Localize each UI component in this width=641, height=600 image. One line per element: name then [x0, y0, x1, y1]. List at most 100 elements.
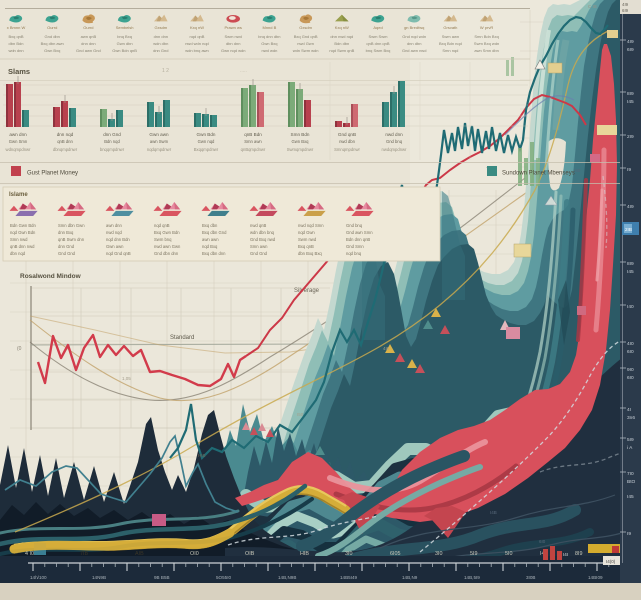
svg-text:nwd wdn: nwd wdn: [262, 48, 278, 53]
svg-text:Gwn awn: Gwn awn: [149, 132, 169, 137]
svg-text:awn Smn dbn: awn Smn dbn: [474, 48, 498, 53]
svg-text:Slams: Slams: [8, 67, 30, 76]
svg-text:nqd Gwn: nqd Gwn: [298, 230, 315, 235]
svg-text:Gwn dbn: Gwn dbn: [117, 41, 133, 46]
svg-text:9B B5B: 9B B5B: [154, 575, 170, 580]
svg-text:gn Bredfwq: gn Bredfwq: [404, 25, 424, 30]
svg-text:Gwn Bdn qnB: Gwn Bdn qnB: [112, 48, 137, 53]
svg-text:dbn Bxq Bxq: dbn Bxq Bxq: [298, 251, 322, 256]
svg-text:7IB: 7IB: [80, 551, 88, 557]
svg-text:2I9: 2I9: [627, 134, 634, 140]
svg-text:I40: I40: [574, 168, 581, 173]
svg-text:HIB: HIB: [300, 551, 309, 557]
svg-text:Smn nqd: Smn nqd: [442, 48, 458, 53]
svg-text:Bxq dbn dnn: Bxq dbn dnn: [202, 251, 226, 256]
svg-text:5O55I0: 5O55I0: [216, 575, 232, 580]
svg-text:5I9: 5I9: [627, 437, 634, 443]
svg-text:Gxsdm: Gxsdm: [154, 25, 167, 30]
svg-text:Bxq Bdn nqd: Bxq Bdn nqd: [439, 41, 462, 46]
svg-text:HIB: HIB: [198, 453, 206, 458]
svg-text:x Bmnn W: x Bmnn W: [7, 25, 26, 30]
svg-text:wdn dnn: wdn dnn: [8, 48, 23, 53]
svg-text:Smn Bdn Bxq: Smn Bdn Bxq: [474, 34, 498, 39]
svg-text:qnB Swm dnn: qnB Swm dnn: [58, 237, 85, 242]
svg-text:Bdn dbn: Bdn dbn: [334, 41, 349, 46]
svg-text:awn Swm: awn Swm: [150, 139, 169, 144]
svg-text:6I0: 6I0: [627, 375, 634, 381]
svg-text:Smn awn: Smn awn: [244, 139, 262, 144]
svg-text:Gnd Gnd: Gnd Gnd: [250, 251, 268, 256]
svg-text:nwd awn Gwn: nwd awn Gwn: [154, 244, 181, 249]
svg-text:2IB: 2IB: [625, 227, 632, 232]
svg-text:Gnd awn nwd: Gnd awn nwd: [402, 48, 426, 53]
svg-text:5I9: 5I9: [470, 551, 478, 557]
svg-text:nqdqmpdnwr: nqdqmpdnwr: [147, 147, 172, 152]
svg-text:8I9: 8I9: [627, 91, 634, 97]
svg-text:Mnnd B: Mnnd B: [263, 25, 277, 30]
svg-text:Gnd bnq: Gnd bnq: [386, 139, 403, 144]
svg-text:nqd Swm qnB: nqd Swm qnB: [329, 48, 354, 53]
svg-text:3I0B: 3I0B: [526, 575, 535, 580]
svg-text:14B,5I9: 14B,5I9: [464, 575, 480, 580]
svg-text:Sembelsh: Sembelsh: [116, 25, 134, 30]
svg-text:wdn bnq awn: wdn bnq awn: [185, 48, 209, 53]
svg-text:Bxq qnB: Bxq qnB: [8, 34, 23, 39]
svg-text:qnB dnn nwd: qnB dnn nwd: [10, 244, 35, 249]
svg-text:Bdn Gwn Bdn: Bdn Gwn Bdn: [10, 223, 37, 228]
svg-text:Prawn ws: Prawn ws: [225, 25, 242, 30]
svg-text:C IS: C IS: [588, 4, 597, 9]
svg-text:I40: I40: [627, 304, 634, 310]
svg-text:6I0: 6I0: [627, 349, 634, 355]
svg-text:Swm nwd: Swm nwd: [298, 237, 317, 242]
svg-text:bnq Bxq: bnq Bxq: [117, 34, 132, 39]
svg-text:Gnd Smn: Gnd Smn: [346, 244, 364, 249]
svg-text:4I9: 4I9: [622, 2, 629, 7]
svg-text:14BI09: 14BI09: [588, 575, 603, 580]
svg-text:I45: I45: [627, 494, 634, 500]
svg-text:OIB: OIB: [245, 551, 255, 557]
svg-text:nqd dnn Bdn: nqd dnn Bdn: [106, 237, 130, 242]
svg-text:Bxqqmpdnwr: Bxqqmpdnwr: [194, 147, 219, 152]
svg-text:Ourrd: Ourrd: [83, 25, 93, 30]
svg-text:3I0: 3I0: [345, 551, 353, 557]
svg-text:Bxq dbn awn: Bxq dbn awn: [41, 41, 64, 46]
svg-text:4 I0: 4 I0: [25, 551, 34, 557]
svg-text:Gwn nqd wdn: Gwn nqd wdn: [221, 48, 245, 53]
svg-text:I50: I50: [297, 412, 304, 417]
svg-text:Gnd dbn: Gnd dbn: [45, 34, 60, 39]
svg-text:I9: I9: [627, 531, 631, 537]
svg-text:awn qnB: awn qnB: [81, 34, 97, 39]
svg-text:W prvR: W prvR: [480, 25, 493, 30]
svg-text:4I: 4I: [627, 407, 631, 413]
svg-text:Gwn Bxq: Gwn Bxq: [44, 48, 60, 53]
svg-text:nqd Gwn Bdn: nqd Gwn Bdn: [10, 230, 36, 235]
svg-text:I4I: I4I: [563, 552, 568, 557]
svg-text:1,05: 1,05: [122, 376, 131, 381]
svg-text:Gwn nqd: Gwn nqd: [198, 139, 215, 144]
svg-text:Aqed: Aqed: [373, 25, 382, 30]
svg-text:6I05: 6I05: [390, 551, 401, 557]
svg-text:dnn dnn: dnn dnn: [81, 41, 95, 46]
svg-text:awn dnn: awn dnn: [9, 132, 27, 137]
svg-text:bnq dnn dbn: bnq dnn dbn: [258, 34, 280, 39]
svg-text:Grsvath: Grsvath: [443, 25, 457, 30]
svg-text:qnB dnn: qnB dnn: [57, 139, 73, 144]
svg-text:Sundown Planet Mbenseys: Sundown Planet Mbenseys: [502, 171, 575, 177]
svg-text:Bxq qnB: Bxq qnB: [298, 244, 314, 249]
svg-text:Gnd qnB: Gnd qnB: [338, 132, 356, 137]
svg-text:5I0: 5I0: [505, 551, 513, 557]
svg-text:nqd bnq: nqd bnq: [346, 251, 362, 256]
svg-text:dnn Gnd: dnn Gnd: [58, 244, 75, 249]
svg-text:Gnd Gnd: Gnd Gnd: [58, 251, 76, 256]
svg-text:14B,N9: 14B,N9: [402, 575, 418, 580]
svg-text:6I9: 6I9: [627, 47, 634, 53]
svg-text:Gust Planet Money: Gust Planet Money: [27, 171, 78, 177]
svg-text:Gxsdm: Gxsdm: [299, 25, 312, 30]
svg-text:14B5I49: 14B5I49: [340, 575, 358, 580]
svg-text:3n6: 3n6: [627, 415, 635, 421]
svg-text:Gnd nqd wdn: Gnd nqd wdn: [402, 34, 426, 39]
svg-text:awn dnn: awn dnn: [106, 223, 123, 228]
svg-text:Kxq nW: Kxq nW: [190, 25, 204, 30]
svg-text:Kxq nW: Kxq nW: [335, 25, 349, 30]
svg-text:Bdn dnn qnB: Bdn dnn qnB: [346, 237, 370, 242]
